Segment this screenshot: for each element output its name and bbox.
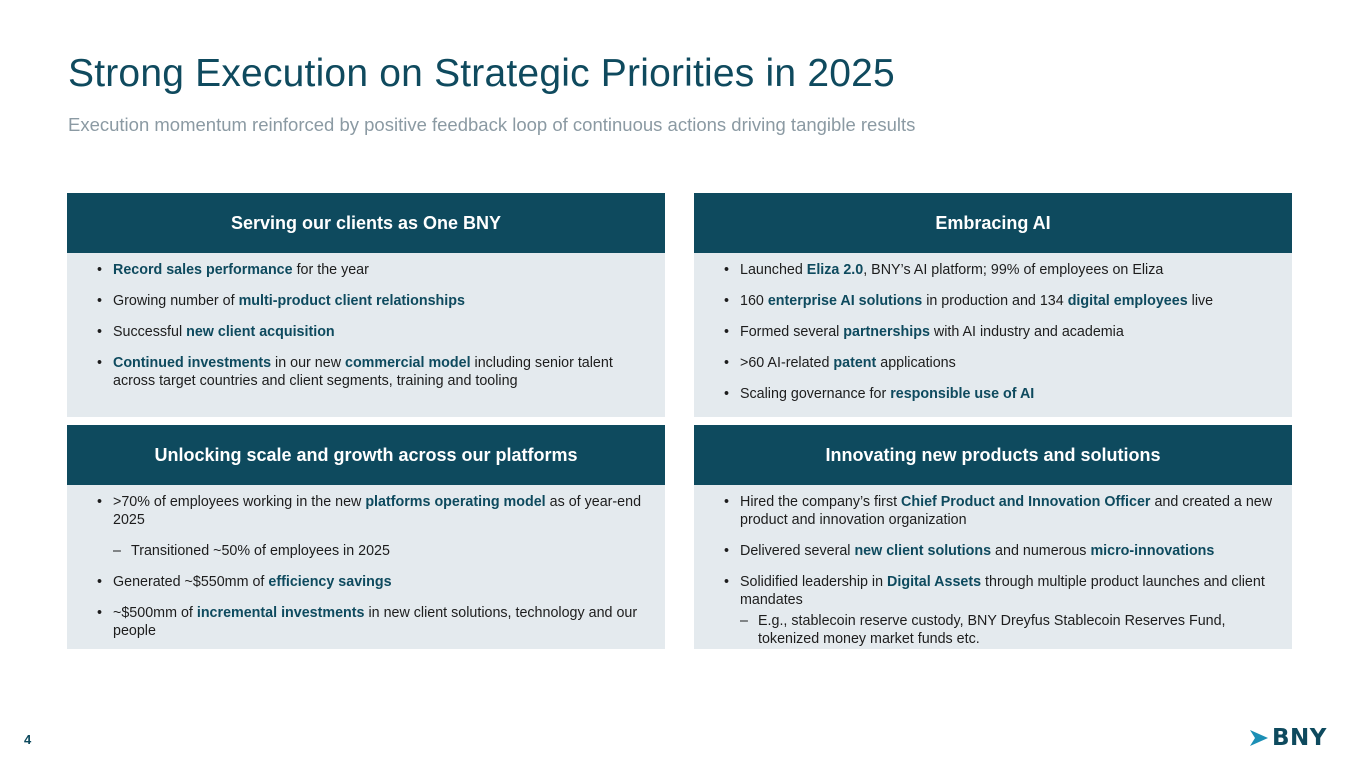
page-number: 4: [24, 732, 32, 747]
bullet-item: Launched Eliza 2.0, BNY’s AI platform; 9…: [710, 261, 1276, 279]
panel-header: Embracing AI: [694, 193, 1292, 253]
bullet-text: >70% of employees working in the new: [113, 494, 366, 510]
highlight-text: Digital Assets: [887, 574, 982, 590]
bullet-text: in new client solutions, technology and …: [113, 605, 638, 639]
bullet-text: Generated ~$550mm of: [113, 574, 269, 590]
bullet-text: as of year-end 2025: [113, 494, 642, 528]
bullet-item: Hired the company’s first Chief Product …: [710, 493, 1276, 529]
bullet-text: Growing number of: [113, 293, 239, 309]
bullet-text: Launched: [740, 262, 807, 278]
bullet-text: , BNY’s AI platform; 99% of employees on…: [863, 262, 1164, 278]
panel-header: Unlocking scale and growth across our pl…: [67, 425, 665, 485]
bullet-item: Continued investments in our new commerc…: [83, 354, 649, 390]
panel-embracing-ai: Embracing AI Launched Eliza 2.0, BNY’s A…: [694, 193, 1292, 417]
bullet-item: Record sales performance for the year: [83, 261, 649, 279]
bullet-text: Hired the company’s first: [740, 494, 902, 510]
bullet-item: Delivered several new client solutions a…: [710, 542, 1276, 560]
bullet-item: >60 AI-related patent applications: [710, 354, 1276, 372]
bullet-text: and created a new product and innovation…: [740, 494, 1273, 528]
highlight-text: new client acquisition: [186, 324, 335, 340]
bullet-text: Transitioned ~50% of employees in 2025: [131, 543, 390, 559]
bullet-text: through multiple product launches and cl…: [740, 574, 1265, 608]
bullet-text: including senior talent across target co…: [113, 355, 613, 389]
highlight-text: incremental investments: [196, 605, 365, 621]
sub-bullet-item: E.g., stablecoin reserve custody, BNY Dr…: [710, 612, 1276, 648]
highlight-text: Continued investments: [113, 355, 272, 371]
highlight-text: commercial model: [345, 355, 471, 371]
page-subtitle: Execution momentum reinforced by positiv…: [68, 114, 916, 135]
bullet-item: Generated ~$550mm of efficiency savings: [83, 573, 649, 591]
bullet-text: for the year: [292, 262, 369, 278]
bullet-item: >70% of employees working in the new pla…: [83, 493, 649, 529]
bullet-text: in production and 134: [922, 293, 1068, 309]
bullet-text: in our new: [271, 355, 345, 371]
bullet-item: Successful new client acquisition: [83, 323, 649, 341]
bullet-item: Solidified leadership in Digital Assets …: [710, 573, 1276, 609]
panel-unlocking-scale: Unlocking scale and growth across our pl…: [67, 425, 665, 649]
bullet-text: Solidified leadership in: [740, 574, 888, 590]
bullet-item: 160 enterprise AI solutions in productio…: [710, 292, 1276, 310]
panel-innovating-products: Innovating new products and solutions Hi…: [694, 425, 1292, 649]
bullet-text: with AI industry and academia: [929, 324, 1124, 340]
bny-logo: BNY: [1250, 726, 1327, 750]
highlight-text: partnerships: [843, 324, 930, 340]
logo-text: BNY: [1272, 725, 1327, 751]
chevron-arrow-icon: [1250, 730, 1268, 746]
bullet-text: applications: [876, 355, 956, 371]
panel-serving-clients: Serving our clients as One BNY Record sa…: [67, 193, 665, 417]
page-title: Strong Execution on Strategic Priorities…: [68, 52, 895, 95]
panel-body: Hired the company’s first Chief Product …: [694, 485, 1292, 648]
bullet-text: Delivered several: [740, 543, 855, 559]
panel-body: >70% of employees working in the new pla…: [67, 485, 665, 640]
panel-header: Serving our clients as One BNY: [67, 193, 665, 253]
bullet-text: >60 AI-related: [740, 355, 834, 371]
highlight-text: micro-innovations: [1090, 543, 1215, 559]
bullet-item: Formed several partnerships with AI indu…: [710, 323, 1276, 341]
highlight-text: Record sales performance: [113, 262, 293, 278]
sub-bullet-item: Transitioned ~50% of employees in 2025: [83, 542, 649, 560]
bullet-text: live: [1187, 293, 1214, 309]
panel-header: Innovating new products and solutions: [694, 425, 1292, 485]
highlight-text: enterprise AI solutions: [767, 293, 923, 309]
highlight-text: Eliza 2.0: [806, 262, 864, 278]
panel-body: Launched Eliza 2.0, BNY’s AI platform; 9…: [694, 253, 1292, 403]
bullet-item: Growing number of multi-product client r…: [83, 292, 649, 310]
bullet-item: Scaling governance for responsible use o…: [710, 385, 1276, 403]
bullet-text: Scaling governance for: [740, 386, 891, 402]
highlight-text: responsible use of AI: [890, 386, 1035, 402]
bullet-text: 160: [740, 293, 768, 309]
bullet-item: ~$500mm of incremental investments in ne…: [83, 604, 649, 640]
bullet-text: Successful: [113, 324, 187, 340]
highlight-text: efficiency savings: [268, 574, 392, 590]
highlight-text: Chief Product and Innovation Officer: [901, 494, 1151, 510]
highlight-text: patent: [833, 355, 877, 371]
bullet-text: E.g., stablecoin reserve custody, BNY Dr…: [758, 613, 1226, 647]
bullet-text: and numerous: [991, 543, 1091, 559]
bullet-text: ~$500mm of: [113, 605, 197, 621]
panel-body: Record sales performance for the year Gro…: [67, 253, 665, 390]
highlight-text: platforms operating model: [365, 494, 546, 510]
highlight-text: digital employees: [1067, 293, 1188, 309]
bullet-text: Formed several: [740, 324, 844, 340]
highlight-text: multi-product client relationships: [238, 293, 465, 309]
highlight-text: new client solutions: [854, 543, 992, 559]
